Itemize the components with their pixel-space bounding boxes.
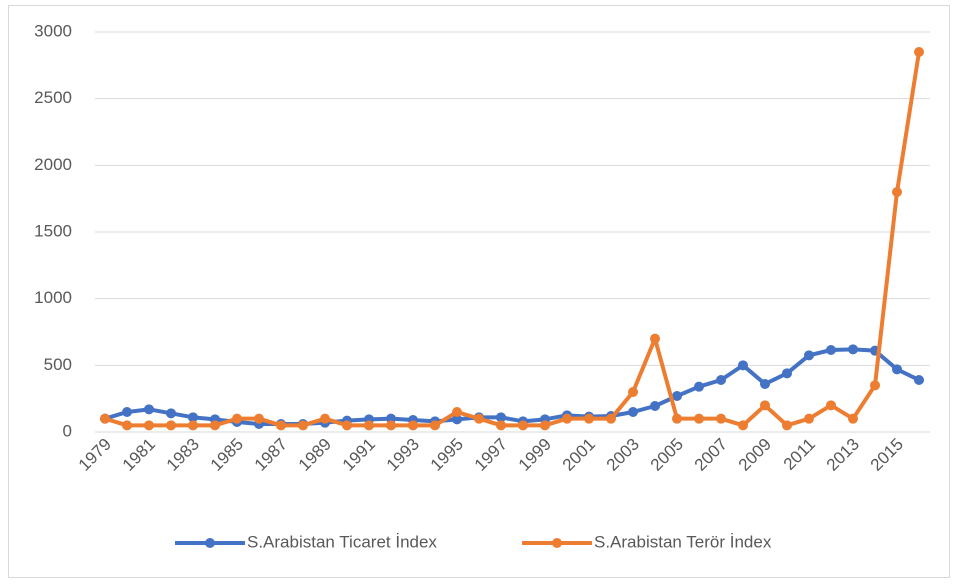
data-point (386, 420, 396, 431)
data-point (694, 381, 704, 392)
data-point (628, 387, 638, 397)
data-point (716, 413, 726, 424)
data-point (144, 420, 154, 431)
data-point (870, 380, 880, 391)
data-point (188, 412, 198, 423)
legend-marker (552, 538, 562, 548)
data-point (694, 413, 704, 424)
data-point (606, 413, 616, 424)
data-point (298, 420, 308, 431)
data-point (760, 400, 770, 411)
data-point (738, 360, 748, 371)
chart-border (8, 5, 950, 578)
data-point (100, 413, 110, 424)
data-point (804, 350, 814, 361)
data-point (848, 344, 858, 355)
data-point (562, 413, 572, 424)
data-point (188, 420, 198, 431)
data-point (760, 379, 770, 389)
data-point (628, 407, 638, 417)
data-point (210, 420, 220, 431)
data-point (716, 375, 726, 385)
data-point (452, 407, 462, 417)
data-point (672, 391, 682, 401)
data-point (122, 420, 132, 431)
data-point (496, 420, 506, 431)
data-point (408, 420, 418, 431)
legend-marker (205, 538, 215, 548)
data-point (650, 333, 660, 344)
data-point (650, 401, 660, 411)
data-point (892, 364, 902, 375)
data-point (826, 345, 836, 355)
data-point (848, 413, 858, 424)
data-point (914, 375, 924, 385)
data-point (122, 407, 132, 417)
data-point (364, 420, 374, 431)
data-point (826, 400, 836, 411)
data-point (232, 413, 242, 424)
data-point (914, 47, 924, 57)
legend-label: S.Arabistan Terör İndex (594, 532, 772, 551)
y-tick-label: 2500 (34, 88, 72, 107)
data-point (584, 413, 594, 424)
y-tick-label: 3000 (34, 21, 72, 40)
data-point (540, 420, 550, 431)
y-tick-label: 2000 (34, 155, 72, 174)
data-point (496, 412, 506, 423)
y-tick-label: 1500 (34, 221, 72, 240)
data-point (672, 413, 682, 424)
data-point (782, 368, 792, 379)
data-point (276, 420, 286, 431)
data-point (474, 413, 484, 424)
data-point (804, 413, 814, 424)
data-point (738, 420, 748, 431)
data-point (166, 420, 176, 431)
data-point (320, 413, 330, 424)
y-tick-label: 0 (63, 421, 72, 440)
data-point (166, 408, 176, 419)
data-point (430, 420, 440, 431)
legend-label: S.Arabistan Ticaret İndex (247, 532, 437, 551)
data-point (518, 420, 528, 431)
data-point (782, 420, 792, 431)
data-point (452, 414, 462, 425)
data-point (144, 404, 154, 415)
y-tick-label: 500 (44, 355, 72, 374)
data-point (342, 420, 352, 431)
data-point (892, 187, 902, 197)
y-tick-label: 1000 (34, 288, 72, 307)
data-point (254, 413, 264, 424)
